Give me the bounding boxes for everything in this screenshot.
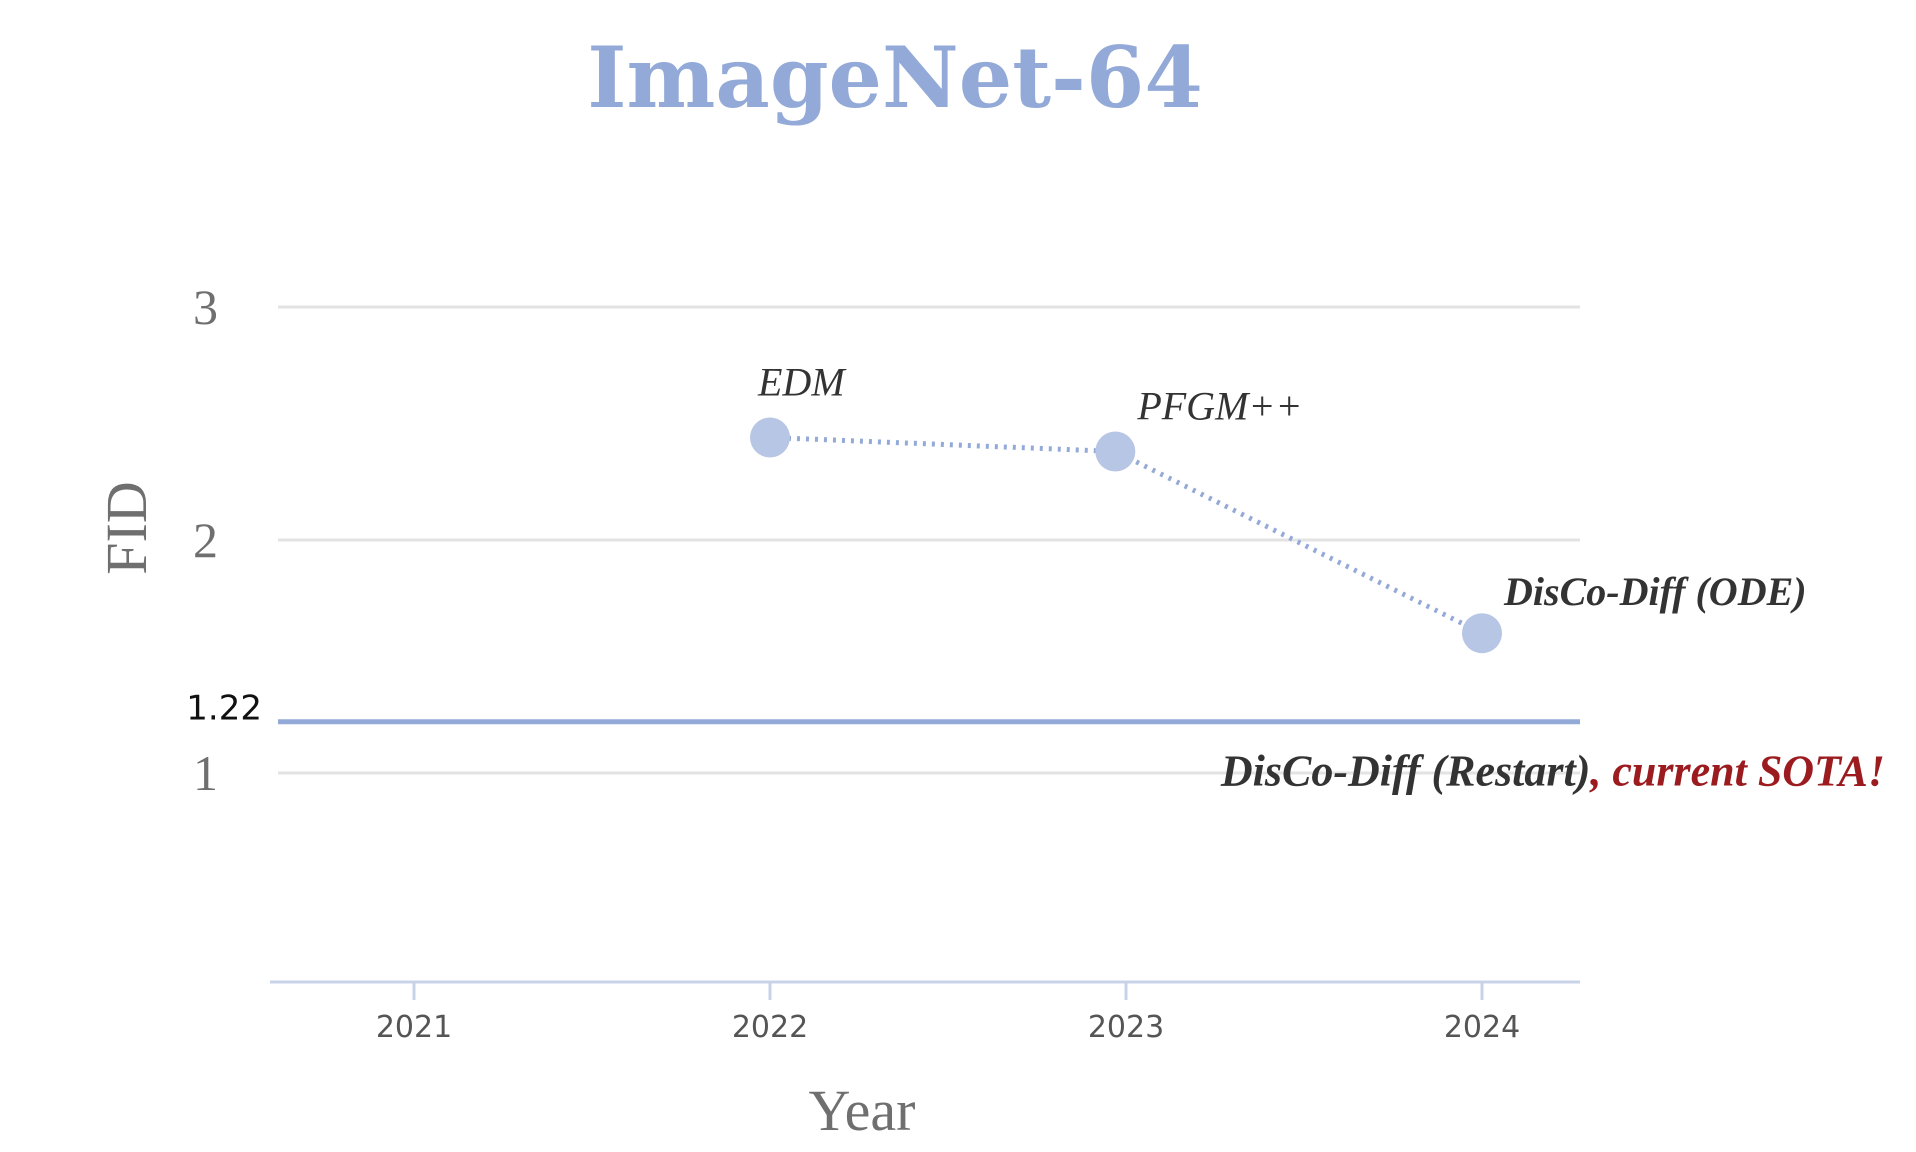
x-tick-label: 2021	[376, 1010, 452, 1045]
y-tick-label: 1	[193, 745, 218, 801]
x-tick-label: 2024	[1444, 1010, 1520, 1045]
y-axis-ticks: 1 2 3	[193, 279, 218, 801]
y-tick-label: 3	[193, 279, 218, 335]
point-label: DisCo-Diff (ODE)	[1503, 569, 1807, 614]
x-axis-title: Year	[809, 1078, 916, 1143]
x-tick-label: 2022	[732, 1010, 808, 1045]
sota-method-name: DisCo-Diff (Restart)	[1220, 747, 1591, 796]
data-point	[750, 417, 790, 458]
sota-note: , current SOTA!	[1589, 747, 1885, 796]
data-series	[750, 417, 1502, 654]
gridlines	[278, 305, 1580, 775]
point-label: PFGM++	[1136, 383, 1302, 428]
x-tick-label: 2023	[1088, 1010, 1164, 1045]
y-tick-label: 2	[193, 512, 218, 568]
x-axis-ticks: 2021 2022 2023 2024	[376, 982, 1520, 1045]
sota-reference-value: 1.22	[186, 689, 262, 729]
point-labels: EDM PFGM++ DisCo-Diff (ODE)	[757, 359, 1807, 614]
chart-title: ImageNet-64	[587, 28, 1203, 127]
data-point	[1462, 613, 1502, 654]
y-axis-title: FID	[94, 481, 159, 574]
sota-reference-label: DisCo-Diff (Restart), current SOTA!	[1220, 747, 1885, 796]
data-point	[1095, 431, 1136, 472]
point-label: EDM	[757, 359, 847, 404]
